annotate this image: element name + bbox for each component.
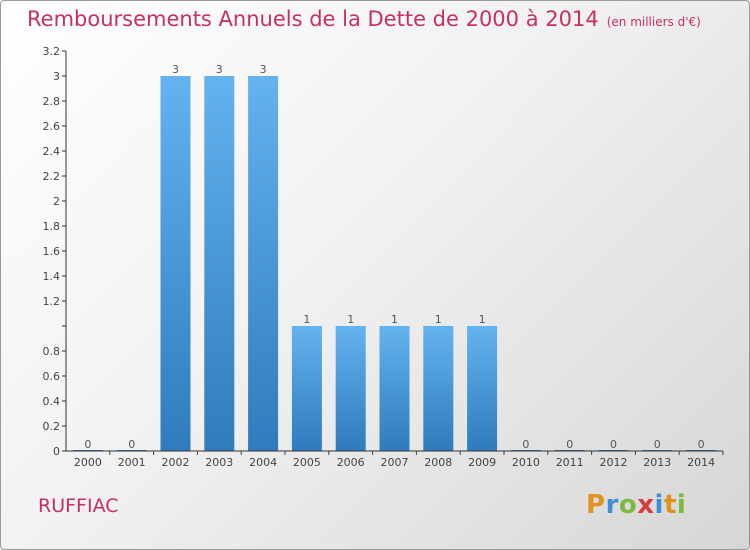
logo-letter: i (676, 490, 687, 520)
value-label-2008: 1 (435, 313, 442, 326)
bars-group: 0 0 3 3 3 1 1 1 1 1 0 0 0 0 0 (72, 63, 717, 451)
x-tick-label-2004: 2004 (249, 456, 277, 469)
y-tick-label: 2.2 (43, 170, 61, 183)
logo-letter: o (618, 490, 638, 520)
y-tick-label: 0.6 (43, 370, 61, 383)
bar-2009 (467, 326, 498, 451)
x-tick-label-2010: 2010 (512, 456, 540, 469)
place-name: RUFFIAC (38, 495, 119, 517)
bar-2002 (160, 76, 191, 451)
title-row: Remboursements Annuels de la Dette de 20… (27, 7, 701, 31)
y-tick-label: 2.6 (43, 120, 61, 133)
bar-2006 (335, 326, 366, 451)
axes-group: 2000 2001 2002 2003 2004 2005 2006 2007 2008 2009… (43, 45, 724, 469)
y-tick-label: 0.4 (43, 395, 61, 408)
value-label-2003: 3 (216, 63, 223, 76)
value-label-2004: 3 (260, 63, 267, 76)
logo-letter: P (586, 490, 606, 520)
value-label-2011: 0 (566, 438, 573, 451)
x-tick-label-2000: 2000 (74, 456, 102, 469)
value-label-2014: 0 (698, 438, 705, 451)
value-label-2005: 1 (303, 313, 310, 326)
y-tick-label: 1.6 (43, 245, 61, 258)
proxiti-logo[interactable]: Proxiti (586, 490, 686, 520)
value-label-2013: 0 (654, 438, 661, 451)
y-tick-label: 2.8 (43, 95, 61, 108)
y-tick-label: 0.2 (43, 420, 61, 433)
logo-letter: t (663, 490, 677, 520)
x-tick-label-2008: 2008 (424, 456, 452, 469)
bar-2004 (248, 76, 279, 451)
y-tick-label: 1.2 (43, 295, 61, 308)
value-label-2002: 3 (172, 63, 179, 76)
x-tick-label-2013: 2013 (643, 456, 671, 469)
value-label-2012: 0 (610, 438, 617, 451)
x-tick-label-2007: 2007 (381, 456, 409, 469)
y-tick-label: 1.8 (43, 220, 61, 233)
bar-2005 (291, 326, 322, 451)
value-label-2007: 1 (391, 313, 398, 326)
y-tick-label: 0.8 (43, 345, 61, 358)
y-tick-label: 2 (53, 195, 60, 208)
logo-letter: x (637, 490, 655, 520)
y-tick-label: 3 (53, 70, 60, 83)
x-tick-label-2012: 2012 (600, 456, 628, 469)
logo-letter: r (605, 490, 619, 520)
bar-2007 (379, 326, 410, 451)
chart-title: Remboursements Annuels de la Dette de 20… (27, 7, 599, 31)
x-tick-label-2002: 2002 (162, 456, 190, 469)
x-tick-label-2005: 2005 (293, 456, 321, 469)
y-tick-label: 1.4 (43, 270, 61, 283)
x-tick-label-2003: 2003 (205, 456, 233, 469)
y-tick-label: 2.4 (43, 145, 61, 158)
bar-2003 (204, 76, 235, 451)
y-tick-label: 0 (53, 445, 60, 458)
x-tick-label-2006: 2006 (337, 456, 365, 469)
y-tick-label: 3.2 (43, 45, 61, 58)
value-label-2006: 1 (347, 313, 354, 326)
chart-subtitle: (en milliers d'€) (606, 15, 701, 29)
value-label-2001: 0 (128, 438, 135, 451)
x-tick-label-2014: 2014 (687, 456, 715, 469)
x-tick-label-2009: 2009 (468, 456, 496, 469)
x-tick-label-2001: 2001 (118, 456, 146, 469)
value-label-2000: 0 (84, 438, 91, 451)
value-label-2010: 0 (522, 438, 529, 451)
bar-2008 (423, 326, 454, 451)
logo-letter: i (654, 490, 664, 520)
x-tick-label-2011: 2011 (556, 456, 584, 469)
value-label-2009: 1 (479, 313, 486, 326)
